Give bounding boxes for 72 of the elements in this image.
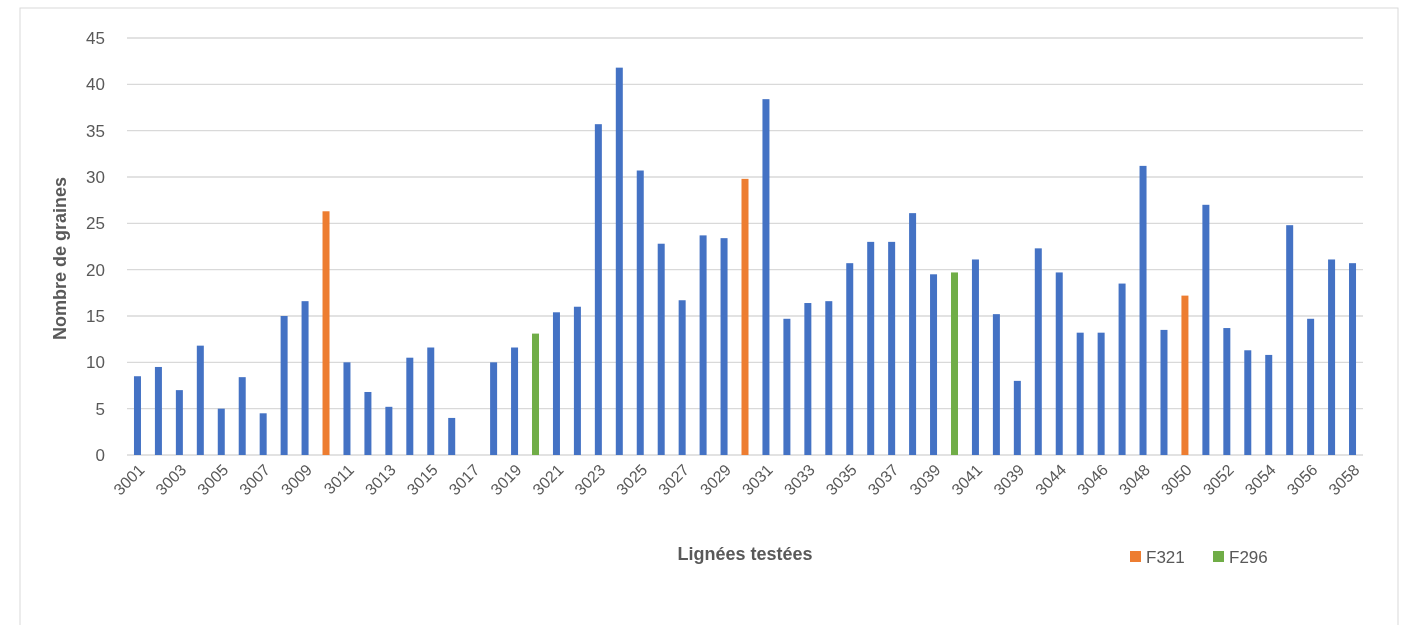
bar — [657, 243, 665, 455]
bar — [615, 67, 623, 455]
bar — [992, 314, 1000, 455]
bar — [532, 333, 540, 455]
y-tick-label: 40 — [86, 75, 105, 95]
bar — [825, 301, 833, 455]
bar — [573, 306, 581, 455]
bar — [762, 99, 770, 455]
bar — [1265, 354, 1273, 455]
bar — [594, 124, 602, 455]
bar — [301, 301, 309, 455]
bar — [448, 417, 456, 455]
bar — [1181, 295, 1189, 455]
bar — [867, 241, 875, 455]
bar — [888, 241, 896, 455]
legend-label: F296 — [1229, 547, 1268, 567]
bar — [636, 170, 644, 455]
bar — [217, 408, 225, 455]
bar — [1307, 318, 1315, 455]
bar — [678, 300, 686, 455]
bar — [783, 318, 791, 455]
y-tick-label: 20 — [86, 260, 105, 280]
bar — [846, 263, 854, 455]
bar — [909, 213, 917, 455]
bar — [511, 347, 519, 455]
bar — [1286, 225, 1294, 455]
bar — [238, 377, 246, 455]
y-tick-label: 25 — [86, 214, 105, 234]
bar — [1118, 283, 1126, 455]
bar — [1097, 332, 1105, 455]
bar — [699, 235, 707, 455]
bar — [280, 316, 288, 455]
bar — [322, 211, 330, 455]
bar — [1223, 328, 1231, 455]
y-tick-label: 10 — [86, 353, 105, 373]
bar — [196, 345, 204, 455]
bar — [1055, 272, 1063, 455]
bar — [259, 413, 267, 455]
bar — [1139, 165, 1147, 455]
bar — [175, 390, 183, 455]
bar — [1202, 204, 1210, 455]
bar — [1034, 248, 1042, 455]
bar — [1013, 380, 1021, 455]
bar — [741, 178, 749, 455]
bar — [1244, 350, 1252, 455]
bar — [804, 303, 812, 455]
bar — [552, 312, 560, 455]
bar — [343, 362, 351, 455]
bar — [720, 238, 728, 455]
y-tick-label: 35 — [86, 121, 105, 141]
bar — [950, 272, 958, 455]
bar — [1328, 259, 1336, 455]
bar — [971, 259, 979, 455]
bar — [930, 274, 938, 455]
bar — [427, 347, 435, 455]
bar — [1160, 329, 1168, 455]
bar — [1076, 332, 1084, 455]
bar — [490, 362, 498, 455]
y-tick-label: 45 — [86, 28, 105, 48]
bar — [364, 391, 372, 455]
bar — [1349, 263, 1357, 455]
bar — [133, 376, 141, 455]
legend-label: F321 — [1146, 547, 1185, 567]
y-tick-label: 15 — [86, 306, 105, 326]
x-axis-title: Lignées testées — [677, 544, 813, 564]
bar — [154, 366, 162, 455]
y-tick-label: 30 — [86, 167, 105, 187]
bar — [406, 357, 414, 455]
y-tick-label: 0 — [95, 445, 105, 465]
y-axis-title: Nombre de graines — [50, 176, 70, 341]
y-tick-label: 5 — [95, 399, 105, 419]
bar — [385, 406, 393, 455]
